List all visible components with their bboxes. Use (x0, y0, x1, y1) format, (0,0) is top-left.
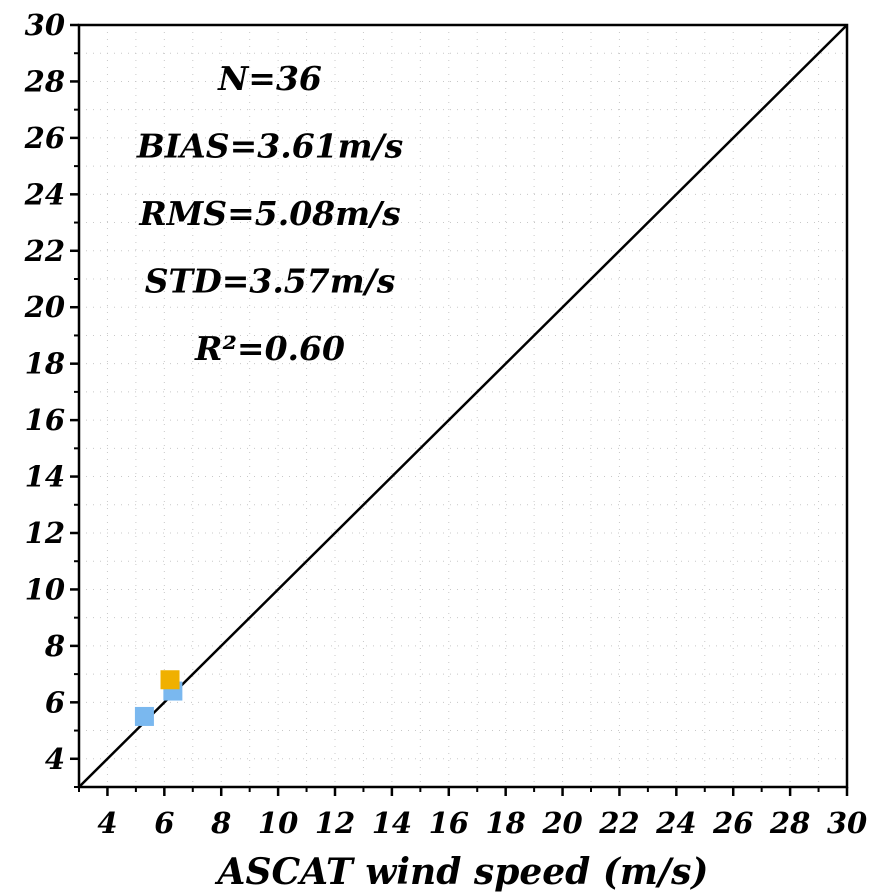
grid-lines (78, 24, 848, 788)
y-axis-ticks: 4 6 8 10 12 14 16 18 20 22 24 26 28 30 (24, 8, 79, 788)
y-tick-label: 8 (44, 629, 65, 663)
y-tick-label: 18 (25, 347, 65, 381)
one-to-one-line (78, 24, 848, 788)
x-tick-label: 6 (154, 806, 174, 840)
data-point (160, 670, 180, 690)
y-tick-label: 14 (25, 460, 65, 494)
statistics-annotation: N=36 BIAS=3.61m/s RMS=5.08m/s STD=3.57m/s R²… (136, 59, 403, 368)
y-tick-label: 24 (24, 177, 65, 211)
x-tick-label: 26 (712, 806, 753, 840)
x-tick-label: 22 (598, 806, 639, 840)
x-tick-label: 4 (97, 806, 117, 840)
y-tick-label: 22 (24, 234, 65, 268)
y-tick-label: 12 (25, 516, 65, 550)
y-tick-label: 4 (45, 742, 65, 776)
stat-line: STD=3.57m/s (145, 262, 396, 301)
y-tick-label: 16 (25, 403, 65, 437)
y-tick-label: 6 (45, 685, 65, 719)
x-tick-label: 30 (827, 806, 867, 840)
data-points (134, 670, 183, 726)
x-tick-label: 20 (541, 806, 582, 840)
x-tick-label: 16 (429, 806, 469, 840)
y-tick-label: 28 (24, 64, 65, 98)
x-tick-label: 24 (655, 806, 696, 840)
x-tick-label: 14 (372, 806, 412, 840)
y-tick-label: 20 (24, 290, 65, 324)
y-tick-label: 10 (25, 572, 65, 606)
plot-frame (77, 23, 849, 789)
x-tick-label: 12 (315, 806, 355, 840)
stat-line: N=36 (217, 59, 322, 98)
x-tick-label: 10 (258, 806, 298, 840)
data-point (134, 706, 154, 726)
stat-line: R²=0.60 (194, 329, 345, 368)
x-axis-label: ASCAT wind speed (m/s) (215, 851, 709, 893)
x-tick-label: 18 (485, 806, 525, 840)
x-tick-label: 28 (769, 806, 810, 840)
x-axis-ticks: 4 6 8 10 12 14 16 18 20 22 24 26 28 30 (78, 787, 867, 840)
stat-line: RMS=5.08m/s (138, 194, 400, 233)
y-tick-label: 30 (25, 8, 65, 42)
x-tick-label: 8 (210, 806, 231, 840)
y-tick-label: 26 (24, 121, 65, 155)
stat-line: BIAS=3.61m/s (136, 127, 403, 166)
